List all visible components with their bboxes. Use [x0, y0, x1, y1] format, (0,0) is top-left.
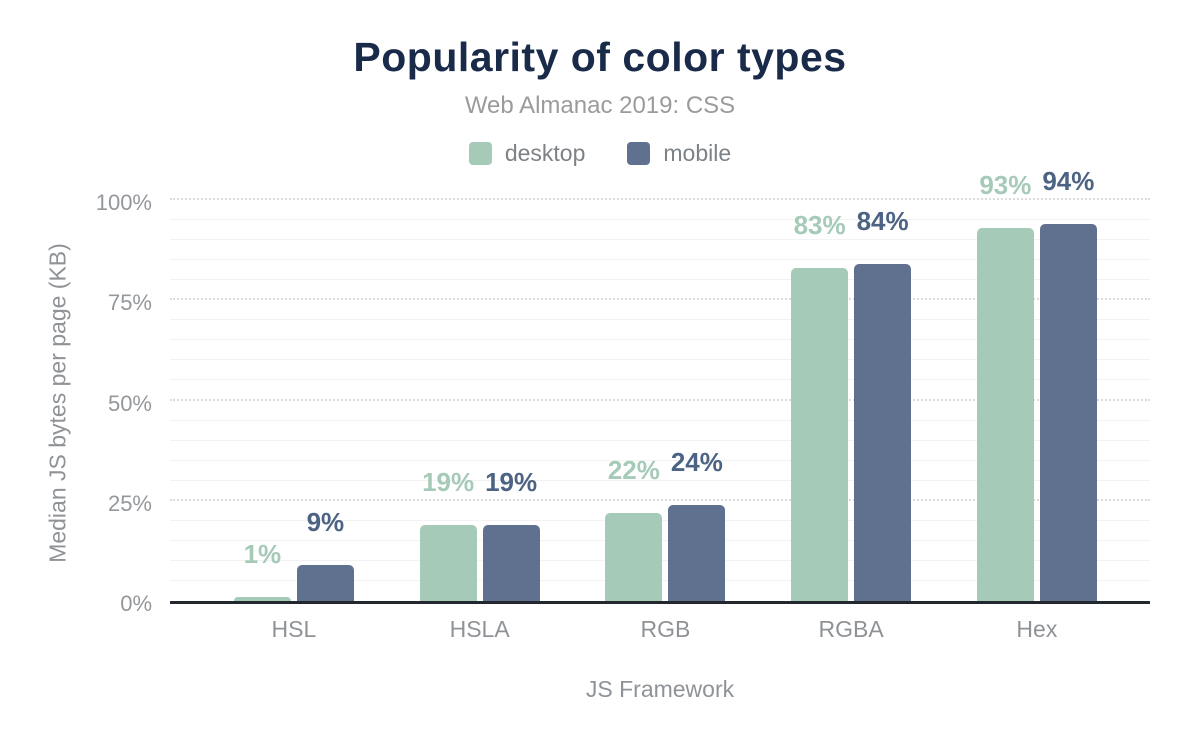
- legend: desktop mobile: [0, 140, 1200, 167]
- legend-label-desktop: desktop: [504, 140, 586, 166]
- bar-mobile-rgba[interactable]: [854, 264, 912, 601]
- gridline-major: [170, 498, 1150, 501]
- bar-desktop-rgba[interactable]: [791, 268, 849, 601]
- gridline-minor: [170, 239, 1150, 241]
- chart-subtitle: Web Almanac 2019: CSS: [464, 92, 736, 119]
- bar-value-label-desktop-rgb: 22%: [607, 454, 660, 485]
- gridline-minor: [170, 459, 1150, 461]
- gridline-minor: [170, 259, 1150, 261]
- chart-title: Popularity of color types: [353, 34, 847, 80]
- bar-value-label-desktop-hsl: 1%: [243, 539, 282, 569]
- gridline-minor: [170, 359, 1150, 361]
- gridline-minor: [170, 379, 1150, 381]
- bar-mobile-rgb[interactable]: [668, 504, 726, 601]
- bar-mobile-hsl[interactable]: [296, 564, 354, 601]
- legend-label-mobile: mobile: [663, 140, 732, 166]
- y-tick-label: 100%: [95, 190, 152, 215]
- bar-value-label-mobile-rgb: 24%: [670, 446, 723, 477]
- y-tick-label: 50%: [107, 390, 152, 416]
- y-tick-label: 25%: [107, 490, 152, 516]
- bar-mobile-hsla[interactable]: [482, 524, 540, 601]
- bar-desktop-hex[interactable]: [976, 228, 1034, 601]
- bar-value-label-desktop-hsla: 19%: [422, 466, 475, 497]
- x-category-label-hsl: HSL: [271, 616, 317, 642]
- bar-value-label-mobile-rgba: 84%: [856, 206, 909, 237]
- gridline-minor: [170, 419, 1150, 421]
- bar-value-label-desktop-rgba: 83%: [793, 210, 846, 241]
- legend-item-desktop[interactable]: desktop: [468, 140, 586, 167]
- gridline-major: [170, 198, 1150, 200]
- x-category-label-hex: Hex: [1016, 616, 1058, 642]
- bar-desktop-hsl[interactable]: [233, 597, 291, 601]
- x-category-label-rgba: RGBA: [818, 616, 884, 642]
- gridline-minor: [170, 339, 1150, 341]
- mobile-swatch-icon: [627, 142, 651, 165]
- gridline-minor: [170, 479, 1150, 481]
- bar-mobile-hex[interactable]: [1039, 224, 1097, 601]
- bar-desktop-rgb[interactable]: [605, 512, 663, 601]
- x-axis-title: JS Framework: [585, 676, 735, 702]
- plot-area: 1% 9% 19% 19% 22% 24% 83% 84% 93% 94%: [170, 168, 1150, 604]
- gridline-minor: [170, 439, 1150, 441]
- x-category-label-rgb: RGB: [640, 616, 691, 642]
- desktop-swatch-icon: [468, 142, 492, 165]
- y-tick-label: 75%: [107, 290, 152, 316]
- bar-value-label-mobile-hsl: 9%: [306, 506, 345, 537]
- bar-value-label-desktop-hex: 93%: [979, 170, 1032, 201]
- bar-value-label-mobile-hex: 94%: [1042, 166, 1095, 197]
- y-axis-title: Median JS bytes per page (KB): [44, 243, 71, 563]
- gridline-minor: [170, 279, 1150, 281]
- x-category-label-hsla: HSLA: [449, 616, 510, 642]
- gridline-major: [170, 398, 1150, 401]
- gridline-minor: [170, 219, 1150, 221]
- gridline-major: [170, 298, 1150, 301]
- y-tick-label: 0%: [120, 591, 152, 616]
- bar-desktop-hsla[interactable]: [419, 524, 477, 601]
- bar-value-label-mobile-hsla: 19%: [485, 466, 538, 497]
- legend-item-mobile[interactable]: mobile: [627, 140, 731, 167]
- gridline-minor: [170, 319, 1150, 321]
